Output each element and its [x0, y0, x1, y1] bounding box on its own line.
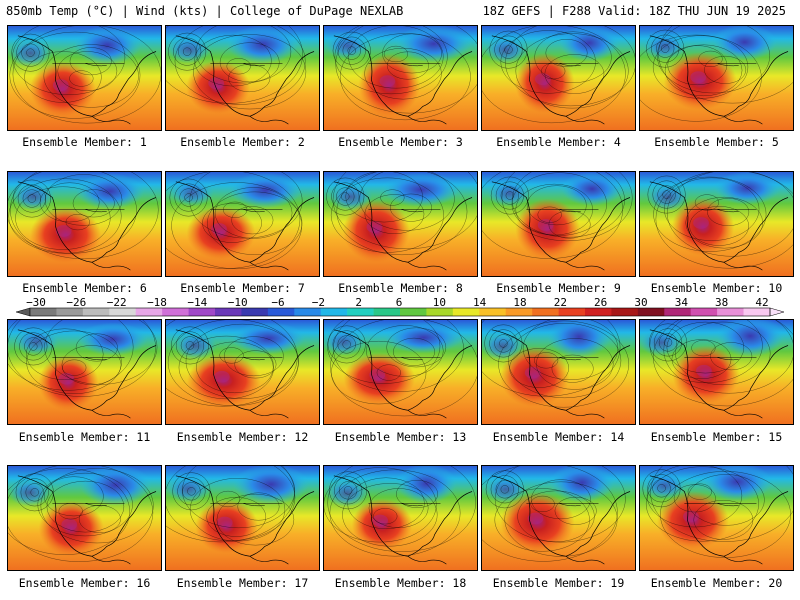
ensemble-member-map	[7, 25, 162, 131]
colorbar-tick-label: −22	[107, 296, 127, 309]
ensemble-member-map	[323, 465, 478, 571]
colorbar-swatch	[452, 308, 480, 316]
colorbar-swatch	[585, 308, 612, 316]
colorbar-swatch	[373, 308, 401, 316]
colorbar-tick-label: −10	[228, 296, 248, 309]
ensemble-member-map	[7, 465, 162, 571]
ensemble-member-caption: Ensemble Member: 11	[18, 430, 151, 444]
ensemble-member-caption: Ensemble Member: 10	[650, 281, 783, 295]
ensemble-member-map	[481, 465, 636, 571]
colorbar-tick-label: 10	[433, 296, 446, 309]
colorbar-swatch	[637, 308, 665, 316]
colorbar-tick-label: 22	[554, 296, 567, 309]
colorbar-swatch	[109, 308, 137, 316]
ensemble-member-caption: Ensemble Member: 8	[338, 281, 463, 295]
colorbar-swatch	[532, 308, 559, 316]
colorbar-tick-label: 2	[355, 296, 362, 309]
ensemble-member-caption: Ensemble Member: 14	[492, 430, 625, 444]
ensemble-member-caption: Ensemble Member: 13	[334, 430, 467, 444]
colorbar-tick-label: −18	[147, 296, 167, 309]
colorbar-swatch	[664, 308, 692, 316]
colorbar-swatch	[717, 308, 744, 316]
run-valid-time: 18Z GEFS | F288 Valid: 18Z THU JUN 19 20…	[482, 4, 786, 18]
ensemble-member-map	[639, 319, 794, 425]
colorbar-swatch	[294, 308, 322, 316]
ensemble-member-caption: Ensemble Member: 16	[18, 576, 151, 590]
colorbar-swatch	[347, 308, 374, 316]
colorbar-tick-label: −14	[187, 296, 207, 309]
colorbar-tick-label: −6	[271, 296, 284, 309]
colorbar-swatch	[743, 308, 771, 316]
colorbar-swatch	[135, 308, 163, 316]
ensemble-member-map	[165, 25, 320, 131]
colorbar-high-arrow	[769, 307, 785, 317]
colorbar-tick-label: 42	[755, 296, 768, 309]
colorbar-tick-label: 30	[634, 296, 647, 309]
colorbar-tick-label: 18	[513, 296, 526, 309]
colorbar-tick-label: 26	[594, 296, 607, 309]
ensemble-member-caption: Ensemble Member: 3	[338, 135, 463, 149]
ensemble-member-caption: Ensemble Member: 5	[654, 135, 779, 149]
colorbar-tick-label: −30	[26, 296, 46, 309]
ensemble-member-caption: Ensemble Member: 17	[176, 576, 309, 590]
ensemble-member-caption: Ensemble Member: 12	[176, 430, 309, 444]
colorbar-swatch	[558, 308, 586, 316]
ensemble-member-map	[323, 25, 478, 131]
ensemble-member-map	[481, 171, 636, 277]
colorbar-swatch	[162, 308, 189, 316]
ensemble-member-caption: Ensemble Member: 20	[650, 576, 783, 590]
temperature-colorbar: −30 −26 −22 −18 −14 −10 −6 −2 2 6 10 14 18 22 26 30 34 38…	[0, 296, 800, 322]
colorbar-swatch	[241, 308, 269, 316]
colorbar-swatch	[400, 308, 427, 316]
ensemble-member-map	[323, 319, 478, 425]
colorbar-tick-label: 34	[675, 296, 689, 309]
colorbar-swatch	[56, 308, 84, 316]
ensemble-member-caption: Ensemble Member: 1	[22, 135, 147, 149]
ensemble-member-caption: Ensemble Member: 7	[180, 281, 305, 295]
ensemble-member-caption: Ensemble Member: 19	[492, 576, 625, 590]
ensemble-member-map	[7, 319, 162, 425]
colorbar-swatch	[188, 308, 216, 316]
ensemble-member-map	[323, 171, 478, 277]
colorbar-swatch	[479, 308, 507, 316]
colorbar-swatch	[82, 308, 110, 316]
ensemble-member-map	[481, 319, 636, 425]
ensemble-member-caption: Ensemble Member: 9	[496, 281, 621, 295]
colorbar-tick-label: 14	[473, 296, 487, 309]
colorbar-swatch	[30, 308, 57, 316]
ensemble-member-caption: Ensemble Member: 6	[22, 281, 147, 295]
colorbar-low-arrow	[15, 307, 31, 317]
ensemble-member-map	[639, 171, 794, 277]
map-title: 850mb Temp (°C) | Wind (kts) | College o…	[6, 4, 404, 18]
colorbar-tick-label: −26	[66, 296, 86, 309]
ensemble-member-map	[165, 171, 320, 277]
ensemble-member-caption: Ensemble Member: 18	[334, 576, 467, 590]
colorbar-swatch	[505, 308, 533, 316]
ensemble-member-map	[481, 25, 636, 131]
ensemble-member-map	[165, 465, 320, 571]
ensemble-member-caption: Ensemble Member: 2	[180, 135, 305, 149]
colorbar-swatch	[320, 308, 348, 316]
ensemble-member-caption: Ensemble Member: 15	[650, 430, 783, 444]
ensemble-member-map	[7, 171, 162, 277]
ensemble-member-map	[165, 319, 320, 425]
ensemble-member-caption: Ensemble Member: 4	[496, 135, 621, 149]
ensemble-member-map	[639, 25, 794, 131]
colorbar-swatch	[215, 308, 242, 316]
colorbar-tick-label: 6	[396, 296, 403, 309]
colorbar-swatch	[267, 308, 295, 316]
colorbar-tick-label: 38	[715, 296, 728, 309]
colorbar-swatch	[426, 308, 454, 316]
colorbar-swatch	[611, 308, 639, 316]
colorbar-swatch	[690, 308, 718, 316]
colorbar-tick-label: −2	[312, 296, 325, 309]
ensemble-member-map	[639, 465, 794, 571]
